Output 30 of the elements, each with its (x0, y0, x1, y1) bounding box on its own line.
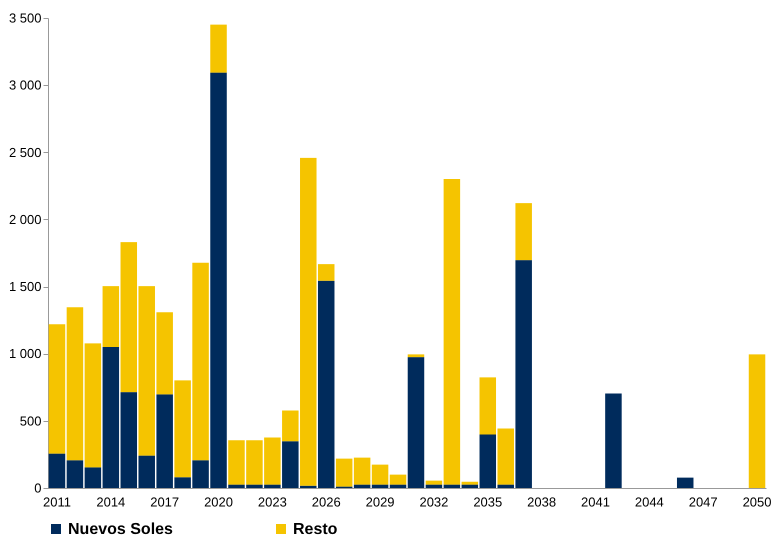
legend-label: Nuevos Soles (68, 521, 174, 538)
x-tick-label: 2020 (204, 494, 233, 510)
bar (515, 203, 532, 260)
x-tick-label: 2017 (150, 494, 180, 510)
x-tick-label: 2035 (473, 494, 502, 510)
x-tick-label: 2014 (96, 494, 126, 510)
legend-label: Resto (293, 521, 338, 538)
y-tick-label: 0 (34, 480, 42, 496)
y-tick-label: 2 500 (8, 144, 42, 160)
y-tick-label: 3 000 (8, 78, 42, 93)
x-tick-label: 2038 (527, 494, 556, 510)
x-tick-label: 2044 (634, 494, 664, 510)
x-tick-label: 2047 (688, 494, 718, 510)
bar (210, 24, 227, 73)
x-tick-label: 2050 (742, 494, 772, 510)
bar (748, 354, 766, 488)
x-tick-label: 2023 (258, 494, 287, 510)
bar (676, 478, 694, 488)
x-tick-label: 2041 (581, 494, 610, 510)
y-tick-label: 3 500 (8, 10, 42, 26)
x-tick-label: 2029 (366, 494, 395, 510)
y-tick-label: 500 (20, 413, 42, 428)
bar (408, 354, 424, 358)
y-tick-label: 1 000 (8, 346, 42, 362)
x-tick-label: 2026 (312, 494, 341, 510)
x-tick-label: 2011 (42, 494, 71, 510)
y-tick-label: 2 000 (8, 212, 42, 227)
x-tick-label: 2032 (419, 494, 448, 510)
y-tick-label: 1 500 (8, 279, 42, 294)
bar (605, 393, 622, 488)
